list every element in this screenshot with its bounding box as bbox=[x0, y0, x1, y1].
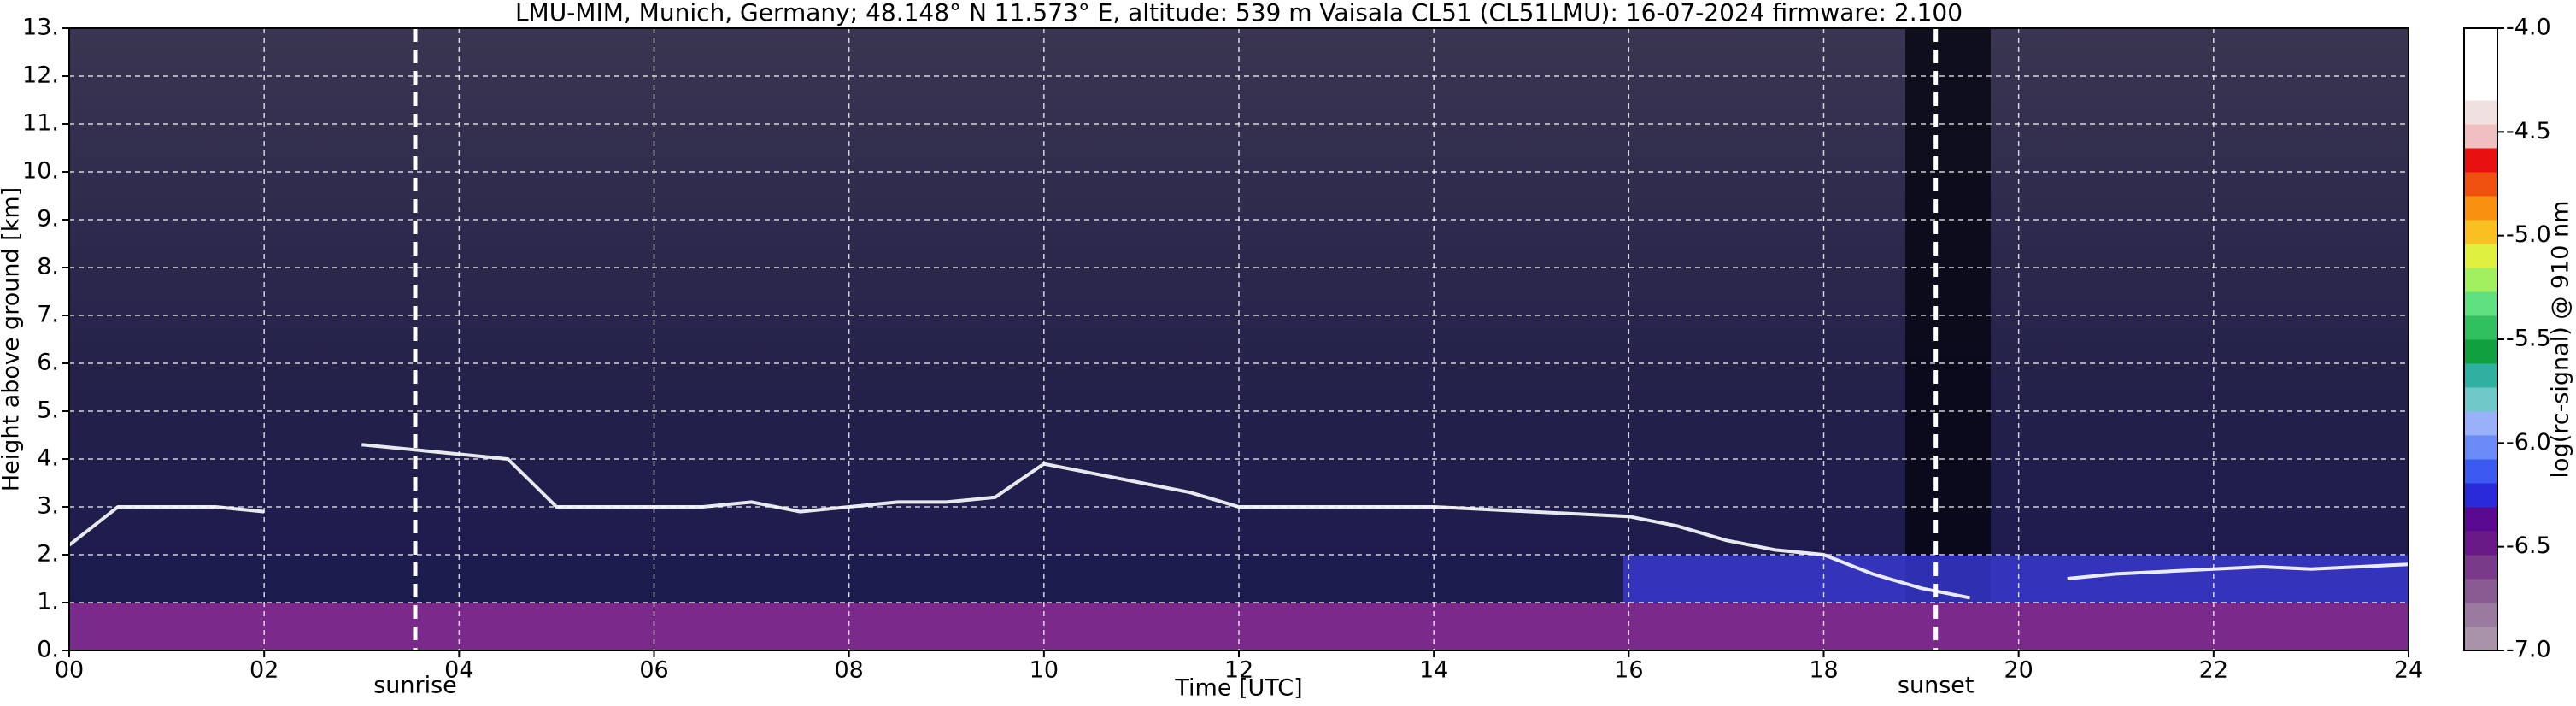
y-axis-label: Height above ground [km] bbox=[0, 187, 25, 491]
colorbar-swatch bbox=[2464, 483, 2497, 508]
colorbar-tick-label: -4.0 bbox=[2506, 15, 2551, 41]
colorbar-swatch bbox=[2464, 387, 2497, 412]
colorbar-swatch bbox=[2464, 411, 2497, 436]
dark-band bbox=[1905, 28, 1991, 650]
x-axis-label: Time [UTC] bbox=[1174, 675, 1302, 702]
colorbar-swatch bbox=[2464, 172, 2497, 197]
colorbar-tick-label: -5.0 bbox=[2506, 221, 2551, 248]
annotation-label: sunset bbox=[1898, 673, 1975, 699]
y-tick-label: 1. bbox=[37, 589, 59, 615]
y-tick-label: 4. bbox=[37, 445, 59, 472]
y-tick-label: 2. bbox=[37, 541, 59, 568]
x-tick-label: 08 bbox=[834, 657, 863, 684]
cloud-layer-line bbox=[67, 443, 2409, 600]
colorbar-swatch bbox=[2464, 627, 2497, 651]
x-tick-label: 02 bbox=[249, 657, 279, 684]
colorbar-swatch bbox=[2464, 339, 2497, 364]
plot-frame bbox=[68, 27, 2409, 651]
colorbar-tick-label: -5.5 bbox=[2506, 326, 2551, 352]
y-tick-label: 7. bbox=[37, 302, 59, 328]
x-tick-label: 10 bbox=[1030, 657, 1059, 684]
colorbar-swatch bbox=[2464, 435, 2497, 460]
y-tick-label: 0. bbox=[37, 637, 59, 663]
colorbar-swatch bbox=[2464, 363, 2497, 388]
x-tick-label: 24 bbox=[2394, 657, 2423, 684]
colorbar-swatch bbox=[2464, 244, 2497, 268]
colorbar-swatch bbox=[2464, 76, 2497, 101]
colorbar-swatch bbox=[2464, 579, 2497, 603]
x-tick-label: 00 bbox=[55, 657, 84, 684]
chart-title: LMU-MIM, Munich, Germany; 48.148° N 11.5… bbox=[515, 0, 1963, 26]
colorbar-tick-label: -7.0 bbox=[2506, 637, 2551, 663]
colorbar-swatch bbox=[2464, 603, 2497, 627]
colorbar-swatch bbox=[2464, 507, 2497, 532]
colorbar-swatch bbox=[2464, 196, 2497, 221]
colorbar-swatch bbox=[2464, 531, 2497, 556]
colorbar-swatch bbox=[2464, 28, 2497, 53]
colorbar-swatch bbox=[2464, 459, 2497, 484]
y-tick-label: 3. bbox=[37, 493, 59, 520]
colorbar-swatch bbox=[2464, 100, 2497, 125]
colorbar-swatch bbox=[2464, 555, 2497, 580]
x-tick-label: 16 bbox=[1614, 657, 1643, 684]
y-tick-label: 10. bbox=[22, 158, 59, 185]
x-tick-label: 04 bbox=[444, 657, 473, 684]
y-tick-label: 13. bbox=[22, 15, 59, 41]
colorbar-label: log(rc-signal) @ 910 nm bbox=[2548, 201, 2574, 479]
x-tick-label: 14 bbox=[1419, 657, 1448, 684]
colorbar-swatch bbox=[2464, 268, 2497, 292]
x-tick-label: 06 bbox=[639, 657, 668, 684]
boundary-layer bbox=[1623, 556, 2409, 603]
annotation-label: sunrise bbox=[373, 673, 457, 699]
y-tick-label: 5. bbox=[37, 397, 59, 424]
colorbar-tick-label: -6.0 bbox=[2506, 429, 2551, 456]
colorbar-tick-label: -6.5 bbox=[2506, 532, 2551, 559]
x-tick-label: 22 bbox=[2199, 657, 2228, 684]
colorbar-swatch bbox=[2464, 291, 2497, 316]
y-tick-label: 6. bbox=[37, 350, 59, 376]
y-tick-label: 12. bbox=[22, 62, 59, 89]
colorbar-tick-label: -4.5 bbox=[2506, 118, 2551, 144]
y-tick-label: 8. bbox=[37, 254, 59, 280]
y-tick-label: 11. bbox=[22, 110, 59, 137]
colorbar-swatch bbox=[2464, 220, 2497, 244]
x-tick-label: 12 bbox=[1224, 657, 1253, 684]
colorbar-swatch bbox=[2464, 148, 2497, 173]
colorbar-swatch bbox=[2464, 124, 2497, 149]
colorbar-swatch bbox=[2464, 315, 2497, 340]
x-tick-label: 18 bbox=[1809, 657, 1838, 684]
x-tick-label: 20 bbox=[2004, 657, 2033, 684]
colorbar-swatch bbox=[2464, 52, 2497, 77]
y-tick-label: 9. bbox=[37, 206, 59, 232]
